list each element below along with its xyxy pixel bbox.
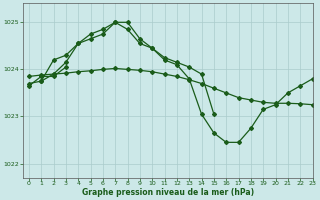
X-axis label: Graphe pression niveau de la mer (hPa): Graphe pression niveau de la mer (hPa): [82, 188, 254, 197]
